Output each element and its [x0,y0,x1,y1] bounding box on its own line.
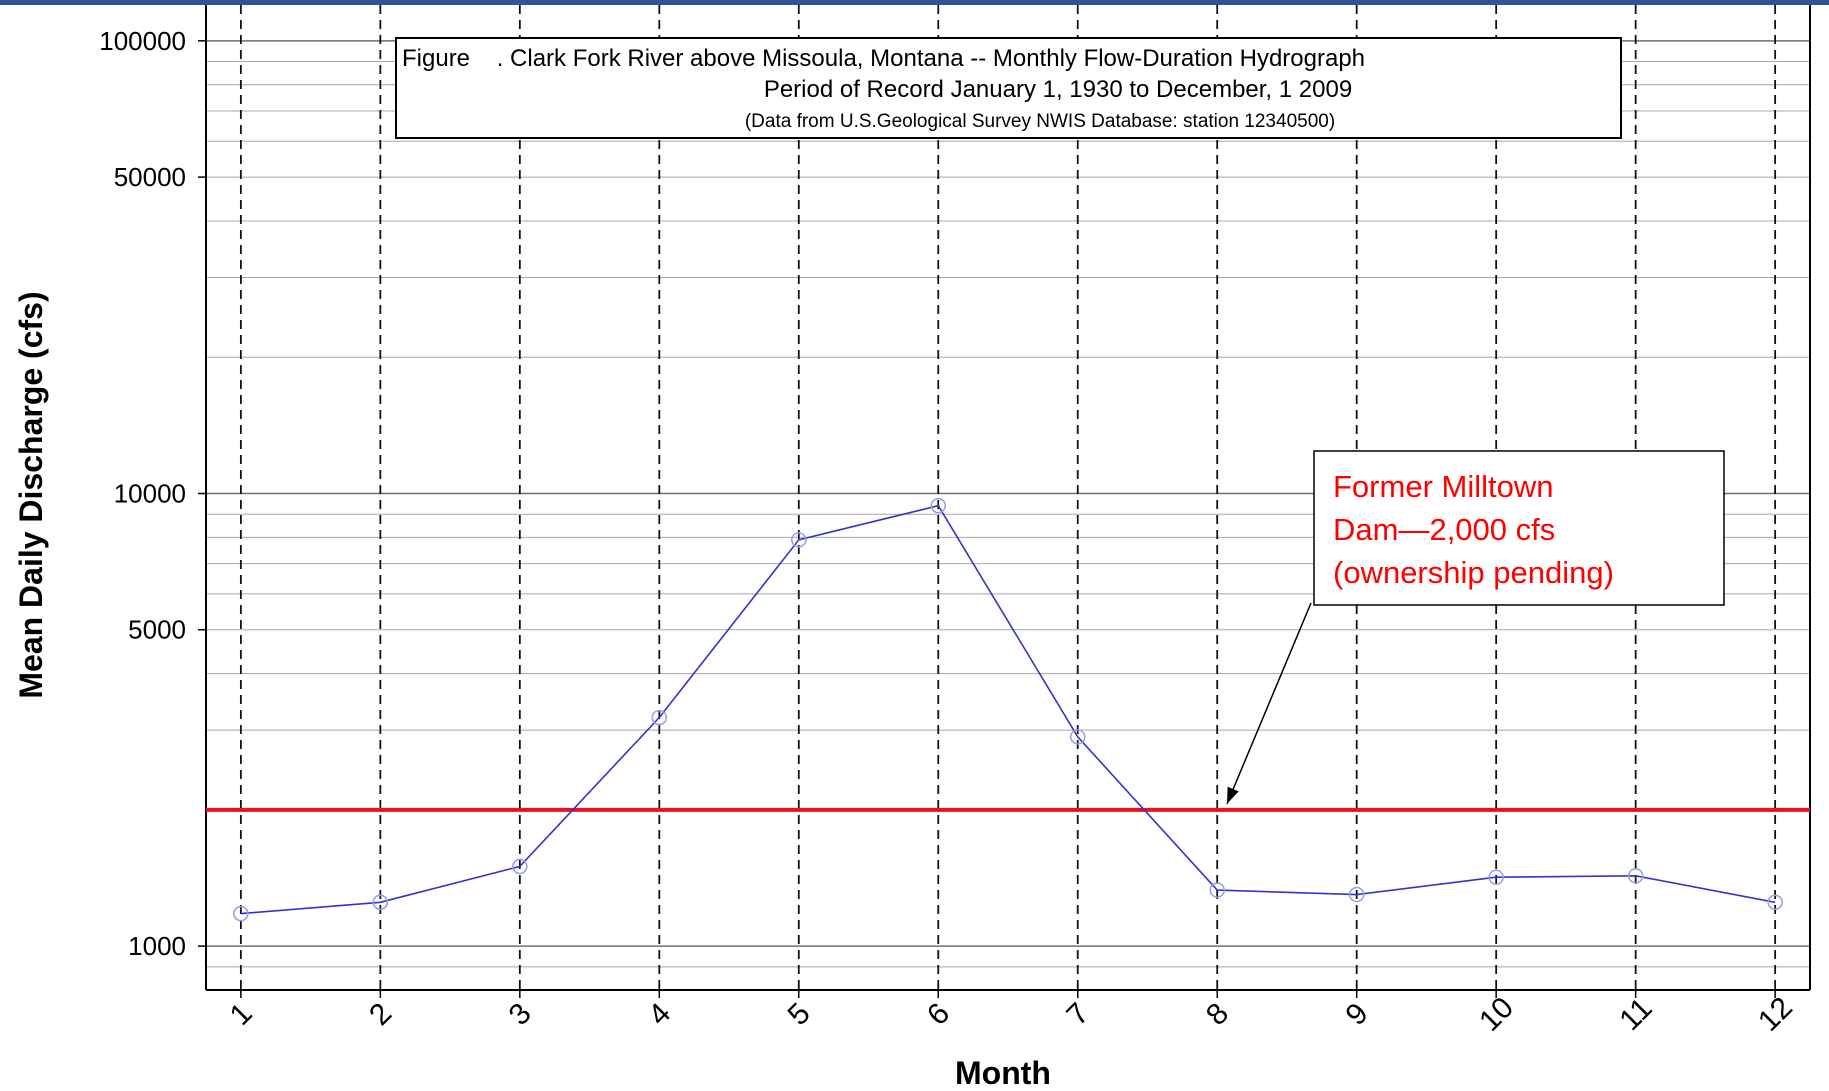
x-tick-label: 11 [1613,992,1658,1037]
data-point [930,497,947,514]
x-tick-label: 9 [1339,997,1374,1032]
data-point [1767,894,1783,911]
x-tick-label: 5 [782,997,817,1032]
y-tick-label: 1000 [128,931,186,961]
data-point [1348,886,1365,903]
data-point [233,905,249,922]
y-tick-label: 50000 [114,162,186,192]
annotation-line-3: (ownership pending) [1333,555,1614,590]
series-markers [233,497,1783,922]
header-bar [0,0,1829,5]
x-tick-label: 1 [224,997,259,1032]
y-tick-label: 10000 [114,478,186,508]
data-point [1069,729,1086,745]
annotation-arrowhead [1226,786,1239,804]
annotation-arrow [1226,602,1312,805]
annotation-line-2: Dam—2,000 cfs [1333,512,1555,547]
y-tick-label: 100000 [99,26,186,56]
y-tick-label: 5000 [128,615,186,645]
title-box [395,37,1622,139]
x-tick-label: 2 [363,997,398,1032]
y-axis-ticks: 1000 5000 10000 50000 100000 [99,26,206,961]
data-point [651,709,668,726]
annotation-line-1: Former Milltown [1333,469,1553,504]
data-point [512,858,528,875]
x-tick-label: 4 [642,997,677,1032]
data-point [1488,869,1504,885]
title-line-1: Figure . Clark Fork River above Missoula… [402,45,1365,72]
x-tick-label: 12 [1752,991,1799,1038]
data-point [1627,868,1644,884]
data-point [1209,882,1225,898]
y-axis-label: Mean Daily Discharge (cfs) [13,291,49,698]
data-point [791,532,807,548]
x-axis-ticks: 1 2 3 4 5 6 7 8 9 10 11 12 [224,990,1799,1038]
x-tick-label: 7 [1061,997,1096,1032]
title-line-3: (Data from U.S.Geological Survey NWIS Da… [745,111,1335,132]
x-tick-label: 8 [1200,997,1235,1032]
annotation-box [1313,450,1725,606]
series-line [240,504,1776,915]
x-axis-label: Month [955,1055,1051,1091]
x-tick-label: 10 [1473,991,1520,1038]
x-tick-label: 6 [921,997,956,1032]
data-point [372,894,389,911]
title-line-2: Period of Record January 1, 1930 to Dece… [764,76,1352,103]
x-tick-label: 3 [503,997,538,1032]
